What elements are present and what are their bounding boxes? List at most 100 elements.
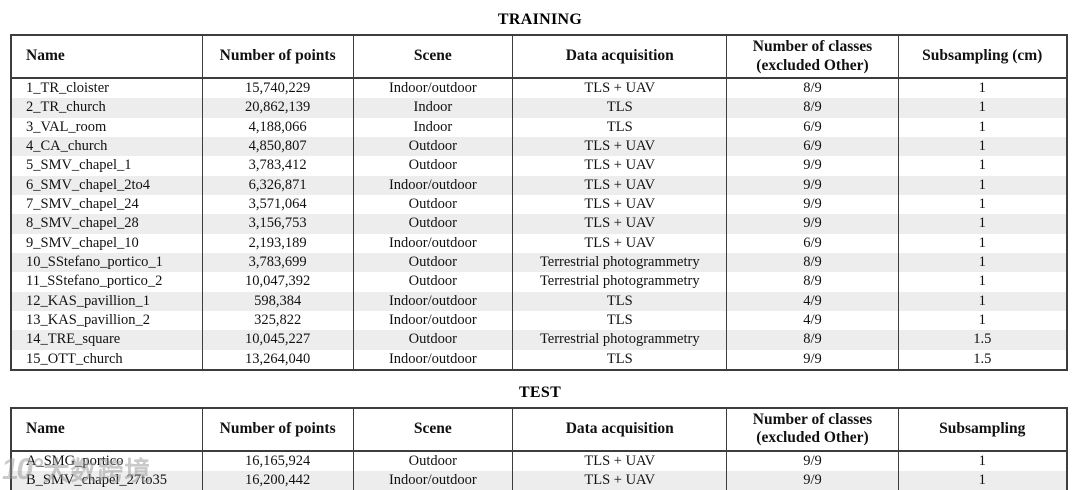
- cell-subsampling: 1: [897, 272, 1068, 292]
- training-table-title: TRAINING: [497, 11, 583, 28]
- cell-scene: Indoor/outdoor: [352, 233, 514, 253]
- cell-subsampling: 1: [897, 136, 1068, 157]
- cell-subsampling: 1: [897, 310, 1068, 331]
- cell-points: 10,047,392: [201, 272, 354, 292]
- table-row: 10_SStefano_portico_1 3,783,699 Outdoor Ter…: [10, 252, 1068, 273]
- column-header-scene: Scene: [352, 35, 513, 79]
- cell-acquisition: TLS + UAV: [512, 214, 728, 234]
- cell-points: 3,571,064: [201, 194, 354, 215]
- cell-classes: 9/9: [726, 450, 899, 472]
- cell-points: 2,193,189: [201, 233, 354, 253]
- cell-classes: 8/9: [726, 78, 899, 99]
- cell-name: 7_SMV_chapel_24: [10, 194, 203, 215]
- cell-subsampling: 1: [897, 214, 1068, 234]
- cell-scene: Outdoor: [352, 136, 514, 157]
- cell-acquisition: Terrestrial photogrammetry: [512, 272, 728, 292]
- cell-points: 15,740,229: [201, 78, 354, 99]
- table-row: 14_TRE_square 10,045,227 Outdoor Terrestria…: [10, 330, 1068, 350]
- cell-subsampling: 1: [897, 98, 1068, 118]
- cell-points: 325,822: [201, 310, 354, 331]
- table-row: 4_CA_church 4,850,807 Outdoor TLS + UAV 6/9 1: [10, 136, 1068, 157]
- training-table-header: Name Number of points Scene Data acquisitio…: [10, 35, 1067, 79]
- cell-acquisition: TLS + UAV: [512, 136, 728, 157]
- cell-name: 6_SMV_chapel_2to4: [10, 175, 203, 195]
- cell-name: 14_TRE_square: [10, 330, 203, 350]
- cell-acquisition: TLS: [512, 98, 728, 118]
- training-table-body: 1_TR_cloister 15,740,229 Indoor/outdoor TLS…: [10, 78, 1068, 370]
- cell-acquisition: TLS + UAV: [512, 78, 728, 99]
- column-header-scene: Scene: [352, 407, 513, 452]
- cell-acquisition: TLS + UAV: [512, 471, 728, 490]
- cell-scene: Outdoor: [352, 156, 514, 176]
- test-table-section: TEST Name Number of points Scene Data acqui…: [10, 371, 1070, 490]
- cell-classes: 9/9: [726, 175, 899, 195]
- cell-classes: 8/9: [726, 252, 899, 273]
- cell-subsampling: 1: [897, 117, 1068, 137]
- header-row: Name Number of points Scene Data acquisitio…: [10, 35, 1067, 79]
- cell-classes: 6/9: [726, 117, 899, 137]
- cell-scene: Indoor/outdoor: [352, 175, 514, 195]
- table-row: 6_SMV_chapel_2to4 6,326,871 Indoor/outdoor…: [10, 175, 1068, 195]
- cell-classes: 8/9: [726, 272, 899, 292]
- cell-acquisition: TLS + UAV: [512, 175, 728, 195]
- table-row: 13_KAS_pavillion_2 325,822 Indoor/outdoor T…: [10, 310, 1068, 331]
- cell-acquisition: TLS: [512, 117, 728, 137]
- cell-classes: 8/9: [726, 98, 899, 118]
- table-row: 2_TR_church 20,862,139 Indoor TLS 8/9 1: [10, 98, 1068, 118]
- cell-subsampling: 1.5: [897, 349, 1068, 370]
- cell-scene: Outdoor: [352, 272, 514, 292]
- cell-name: B_SMV_chapel_27to35: [10, 471, 203, 490]
- cell-name: 12_KAS_pavillion_1: [10, 291, 203, 311]
- cell-scene: Indoor/outdoor: [352, 78, 514, 99]
- cell-scene: Outdoor: [352, 252, 514, 273]
- cell-name: 10_SStefano_portico_1: [10, 252, 203, 273]
- cell-points: 3,783,412: [201, 156, 354, 176]
- cell-points: 6,326,871: [201, 175, 354, 195]
- cell-subsampling: 1: [897, 175, 1068, 195]
- cell-scene: Indoor: [352, 117, 514, 137]
- cell-name: 1_TR_cloister: [10, 78, 203, 99]
- cell-classes: 6/9: [726, 136, 899, 157]
- cell-subsampling: 1: [897, 450, 1068, 472]
- training-table-section: TRAINING Name Number of points Scene Data a…: [10, 0, 1070, 371]
- cell-scene: Outdoor: [352, 330, 514, 350]
- cell-points: 16,165,924: [201, 450, 354, 472]
- cell-points: 3,783,699: [201, 252, 354, 273]
- cell-acquisition: TLS: [512, 349, 728, 370]
- cell-points: 16,200,442: [201, 471, 354, 490]
- table-row: B_SMV_chapel_27to35 16,200,442 Indoor/outd…: [10, 471, 1068, 490]
- cell-subsampling: 1: [897, 252, 1068, 273]
- cell-classes: 9/9: [726, 349, 899, 370]
- column-header-acquisition: Data acquisition: [512, 407, 727, 452]
- table-row: 11_SStefano_portico_2 10,047,392 Outdoor Te…: [10, 272, 1068, 292]
- cell-acquisition: TLS + UAV: [512, 450, 728, 472]
- cell-subsampling: 1: [897, 156, 1068, 176]
- cell-name: 9_SMV_chapel_10: [10, 233, 203, 253]
- cell-name: 15_OTT_church: [10, 349, 203, 370]
- cell-scene: Indoor/outdoor: [352, 471, 514, 490]
- header-row: Name Number of points Scene Data acquisitio…: [10, 407, 1067, 452]
- column-header-classes: Number of classes (excluded Other): [726, 35, 898, 79]
- training-table: Name Number of points Scene Data acquisitio…: [10, 34, 1068, 371]
- test-table: Name Number of points Scene Data acquisitio…: [10, 406, 1068, 490]
- table-row: 12_KAS_pavillion_1 598,384 Indoor/outdoor T…: [10, 291, 1068, 311]
- cell-name: 8_SMV_chapel_28: [10, 214, 203, 234]
- cell-name: 4_CA_church: [10, 136, 203, 157]
- column-header-name: Name: [10, 407, 203, 452]
- table-row: 1_TR_cloister 15,740,229 Indoor/outdoor TLS…: [10, 78, 1068, 99]
- cell-points: 4,188,066: [201, 117, 354, 137]
- table-row: 9_SMV_chapel_10 2,193,189 Indoor/outdoor TL…: [10, 233, 1068, 253]
- cell-name: 11_SStefano_portico_2: [10, 272, 203, 292]
- cell-name: 2_TR_church: [10, 98, 203, 118]
- column-header-name: Name: [10, 35, 203, 79]
- cell-points: 13,264,040: [201, 349, 354, 370]
- test-table-body: A_SMG_portico 16,165,924 Outdoor TLS + UAV 9…: [10, 450, 1068, 490]
- table-row: 15_OTT_church 13,264,040 Indoor/outdoor TLS…: [10, 349, 1068, 370]
- cell-acquisition: TLS: [512, 291, 728, 311]
- table-row: 5_SMV_chapel_1 3,783,412 Outdoor TLS + UAV 9…: [10, 156, 1068, 176]
- cell-acquisition: TLS + UAV: [512, 194, 728, 215]
- test-table-header: Name Number of points Scene Data acquisitio…: [10, 407, 1067, 452]
- table-row: A_SMG_portico 16,165,924 Outdoor TLS + UAV 9…: [10, 450, 1068, 472]
- cell-classes: 4/9: [726, 310, 899, 331]
